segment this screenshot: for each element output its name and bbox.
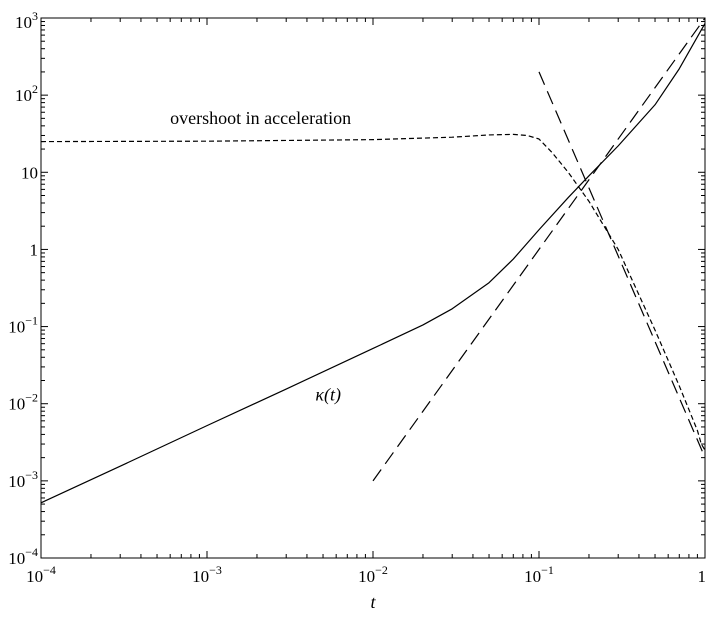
series-layer: [40, 17, 706, 504]
x-tick-label-exponent: −1: [541, 563, 554, 577]
y-tick-label-exponent: −3: [25, 468, 38, 482]
y-tick-label-base: 10: [8, 395, 25, 414]
x-tick-label-base: 1: [698, 567, 707, 586]
x-tick-label-base: 10: [192, 567, 209, 586]
annotation-layer: overshoot in acceleration κ(t): [170, 108, 351, 405]
series-line-3: [538, 71, 706, 458]
y-tick-label-base: 10: [15, 13, 32, 32]
plot-frame: [40, 17, 706, 559]
x-tick-label: 10−3: [192, 563, 222, 586]
y-tick-label: 103: [15, 9, 38, 32]
y-tick-label: 1: [30, 240, 39, 259]
y-tick-label-base: 10: [8, 318, 25, 337]
y-tick-label-base: 10: [8, 472, 25, 491]
series-line-0: [40, 23, 706, 504]
tick-layer: [40, 17, 706, 559]
y-tick-label-exponent: −4: [25, 545, 38, 559]
annotation-0: overshoot in acceleration: [170, 108, 351, 128]
y-tick-label: 10−2: [8, 391, 38, 414]
y-tick-label: 10−4: [8, 545, 38, 568]
y-tick-label-base: 10: [21, 163, 38, 182]
x-tick-label-base: 10: [524, 567, 541, 586]
y-tick-label: 10−3: [8, 468, 38, 491]
y-tick-label-base: 10: [8, 549, 25, 568]
x-tick-label: 1: [698, 567, 707, 586]
y-tick-label-exponent: −2: [25, 391, 38, 405]
x-tick-label-exponent: −2: [375, 563, 388, 577]
annotation-1: κ(t): [315, 385, 341, 406]
y-tick-label: 102: [15, 82, 38, 105]
y-tick-label-exponent: 3: [32, 9, 38, 23]
y-tick-label: 10: [21, 163, 38, 182]
series-line-2: [372, 17, 706, 482]
x-tick-label-base: 10: [26, 567, 43, 586]
x-tick-label: 10−2: [358, 563, 388, 586]
y-tick-label-exponent: −1: [25, 314, 38, 328]
y-tick-label-base: 1: [30, 240, 39, 259]
y-tick-label-exponent: 2: [32, 82, 38, 96]
x-axis-label: t: [370, 592, 376, 612]
x-tick-label-exponent: −4: [43, 563, 56, 577]
y-tick-label: 10−1: [8, 314, 38, 337]
x-tick-label-base: 10: [358, 567, 375, 586]
series-line-1: [40, 133, 706, 451]
tick-label-layer: 10−4 10−3 10−2 10−1 110−410−310−210−11101021…: [8, 9, 706, 586]
x-tick-label-exponent: −3: [209, 563, 222, 577]
x-tick-label: 10−1: [524, 563, 554, 586]
x-tick-label: 10−4: [26, 563, 56, 586]
y-tick-label-base: 10: [15, 86, 32, 105]
